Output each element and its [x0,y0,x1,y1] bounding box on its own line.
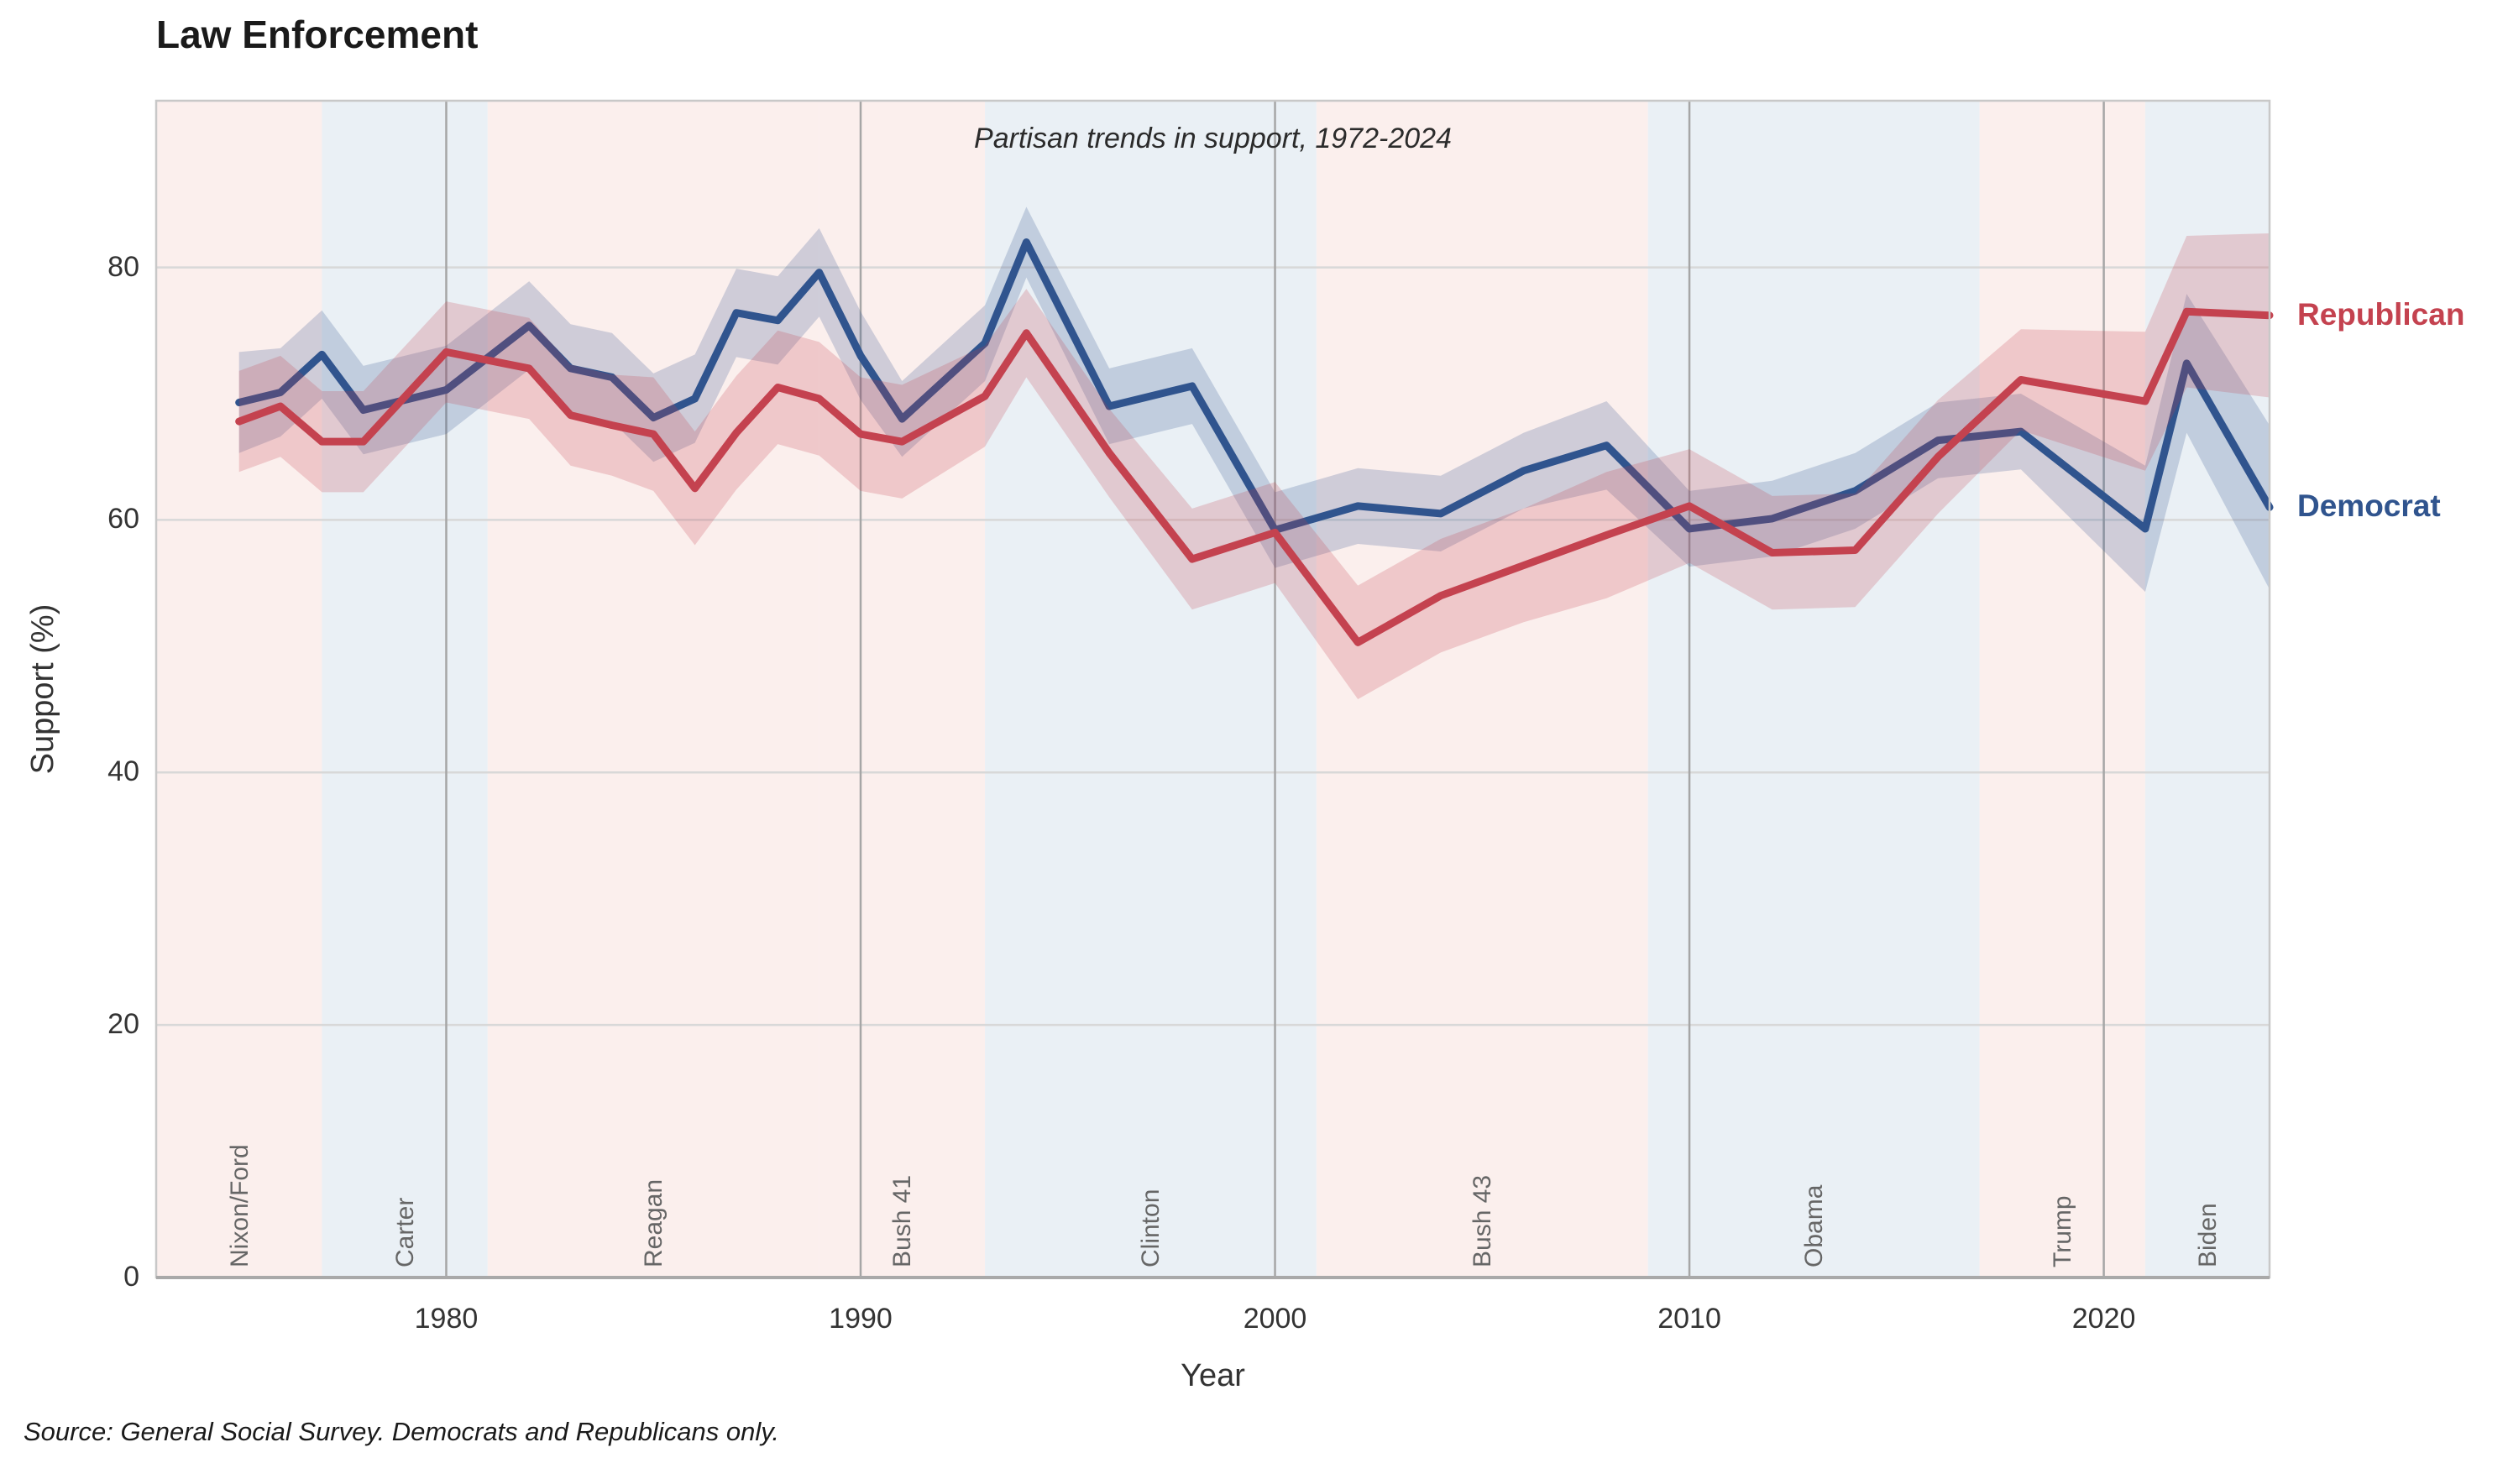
x-tick-2010: 2010 [1657,1303,1721,1335]
y-axis-label: Support (%) [25,604,60,775]
democrat-line [235,238,2274,534]
president-label-bush-43: Bush 43 [1469,1174,1497,1267]
series-label-republican: Republican [2297,296,2465,332]
president-band-nixon-ford [156,101,322,1278]
president-label-nixon-ford: Nixon/Ford [225,1144,254,1267]
president-band-bush-43 [1316,101,1648,1278]
chart-subtitle: Partisan trends in support, 1972-2024 [974,123,1452,154]
president-band-clinton [985,101,1317,1278]
page-title: Law Enforcement [156,13,479,56]
president-band-reagan [487,101,819,1278]
x-tick-1990: 1990 [829,1303,893,1335]
democrat-confidence-band [238,206,2270,593]
president-band-biden [2144,101,2270,1278]
y-tick-60: 60 [107,503,139,536]
source-note: Source: General Social Survey. Democrats… [24,1417,780,1446]
x-tick-2000: 2000 [1243,1303,1307,1335]
president-label-bush-41: Bush 41 [888,1174,917,1267]
x-tick-2020: 2020 [2071,1303,2136,1335]
president-label-clinton: Clinton [1137,1189,1165,1267]
president-band-trump [1979,101,2145,1278]
president-label-carter: Carter [391,1197,420,1267]
republican-confidence-band [238,233,2270,700]
president-band-bush-41 [819,101,986,1278]
republican-line [235,307,2274,646]
president-band-obama [1647,101,1980,1278]
president-label-obama: Obama [1800,1184,1829,1267]
series-label-democrat: Democrat [2297,489,2441,524]
president-label-reagan: Reagan [640,1178,668,1267]
president-band-carter [322,101,488,1278]
president-label-trump: Trump [2049,1195,2077,1267]
x-axis-label: Year [1181,1358,1245,1393]
y-tick-0: 0 [123,1261,139,1293]
y-tick-40: 40 [107,755,139,788]
president-label-biden: Biden [2193,1203,2222,1267]
x-tick-1980: 1980 [414,1303,479,1335]
y-tick-20: 20 [107,1008,139,1041]
y-tick-80: 80 [107,250,139,283]
